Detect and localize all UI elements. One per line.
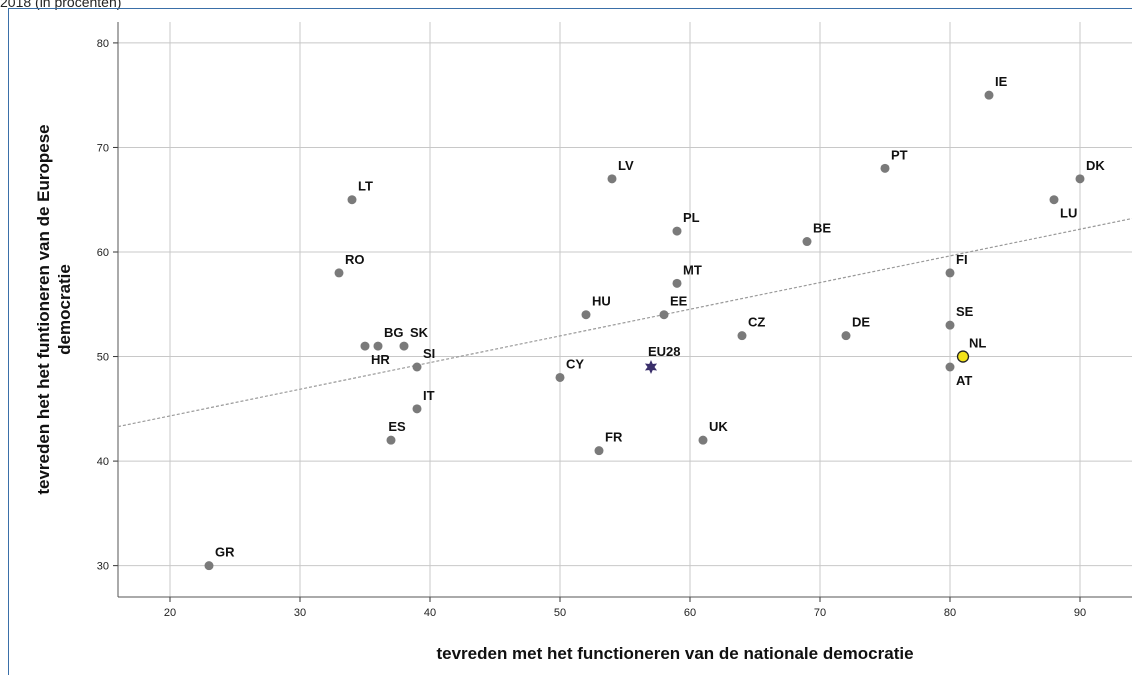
y-tick-label: 80 [97,38,109,50]
point-marker [347,195,357,205]
point-label: LU [1060,206,1077,221]
x-tick-label: 40 [424,607,436,619]
point-marker [607,174,617,184]
point-marker [984,90,994,100]
point-label: SK [410,325,429,340]
x-tick-label: 60 [684,607,696,619]
point-label: IE [995,74,1008,89]
point-marker [659,310,669,320]
point-marker [412,362,422,372]
point-label: NL [969,336,986,351]
point-label: DK [1086,158,1105,173]
point-label: PL [683,210,700,225]
y-tick-label: 70 [97,142,109,154]
axes: 20 30 40 50 60 70 80 90 30 40 50 60 70 80 [97,22,1132,619]
point-label: EU28 [648,344,681,359]
y-tick-label: 50 [97,352,109,364]
point-marker [334,268,344,278]
point-label: BG [384,325,404,340]
point-marker [594,446,604,456]
point-label: MT [683,262,702,277]
eu28-star-marker [644,360,658,374]
point-label: CZ [748,315,765,330]
axis-titles: tevreden met het functioneren van de nat… [34,124,914,663]
point-label: FR [605,430,623,445]
point-marker [399,341,409,351]
point-marker [737,331,747,341]
point-label: CY [566,356,584,371]
y-tick-label: 40 [97,456,109,468]
point-label: LV [618,158,634,173]
x-tick-label: 50 [554,607,566,619]
y-tick-label: 60 [97,247,109,259]
data-points: IE DK LU PT LV LT PL BE RO FI MT HU EE SE CZ DE BG HR SK NL… [204,74,1105,571]
point-label: DE [852,315,870,330]
point-marker [386,435,396,445]
point-marker [672,226,682,236]
x-tick-label: 90 [1074,607,1086,619]
fit-line [117,217,1132,428]
point-marker [360,341,370,351]
chart-caption: 2018 (in procenten) [0,0,122,10]
point-marker [1075,174,1085,184]
y-axis-title-line-2: democratie [55,264,74,355]
point-label: RO [345,252,365,267]
point-label: FI [956,252,968,267]
point-marker [581,310,591,320]
x-tick-label: 20 [164,607,176,619]
x-tick-label: 70 [814,607,826,619]
point-label: BE [813,221,831,236]
point-marker [802,237,812,247]
point-marker [841,331,851,341]
x-tick-label: 80 [944,607,956,619]
point-marker [672,278,682,288]
point-label: SI [423,346,435,361]
point-marker [412,404,422,414]
point-label: IT [423,388,435,403]
point-label: EE [670,294,688,309]
point-marker [945,362,955,372]
highlight-point-marker [956,350,970,363]
point-marker [945,268,955,278]
point-label: PT [891,147,908,162]
point-label: SE [956,304,974,319]
point-marker [555,372,565,382]
grid-lines [118,22,1132,597]
point-marker [373,341,383,351]
point-label: GR [215,545,235,560]
point-marker [1049,195,1059,205]
y-axis-title-line-1: tevreden het het funtioneren van de Euro… [34,124,53,494]
x-axis-title: tevreden met het functioneren van de nat… [436,644,913,663]
point-label: HU [592,294,611,309]
point-label: ES [388,419,406,434]
point-marker [698,435,708,445]
point-label: UK [709,419,728,434]
point-marker [204,561,214,571]
x-tick-label: 30 [294,607,306,619]
point-marker [945,320,955,330]
y-tick-label: 30 [97,561,109,573]
point-label: LT [358,179,373,194]
point-label: HR [371,352,390,367]
point-label: AT [956,373,972,388]
chart-frame [8,8,1132,675]
fit-line-group [117,217,1132,428]
point-marker [880,163,890,173]
